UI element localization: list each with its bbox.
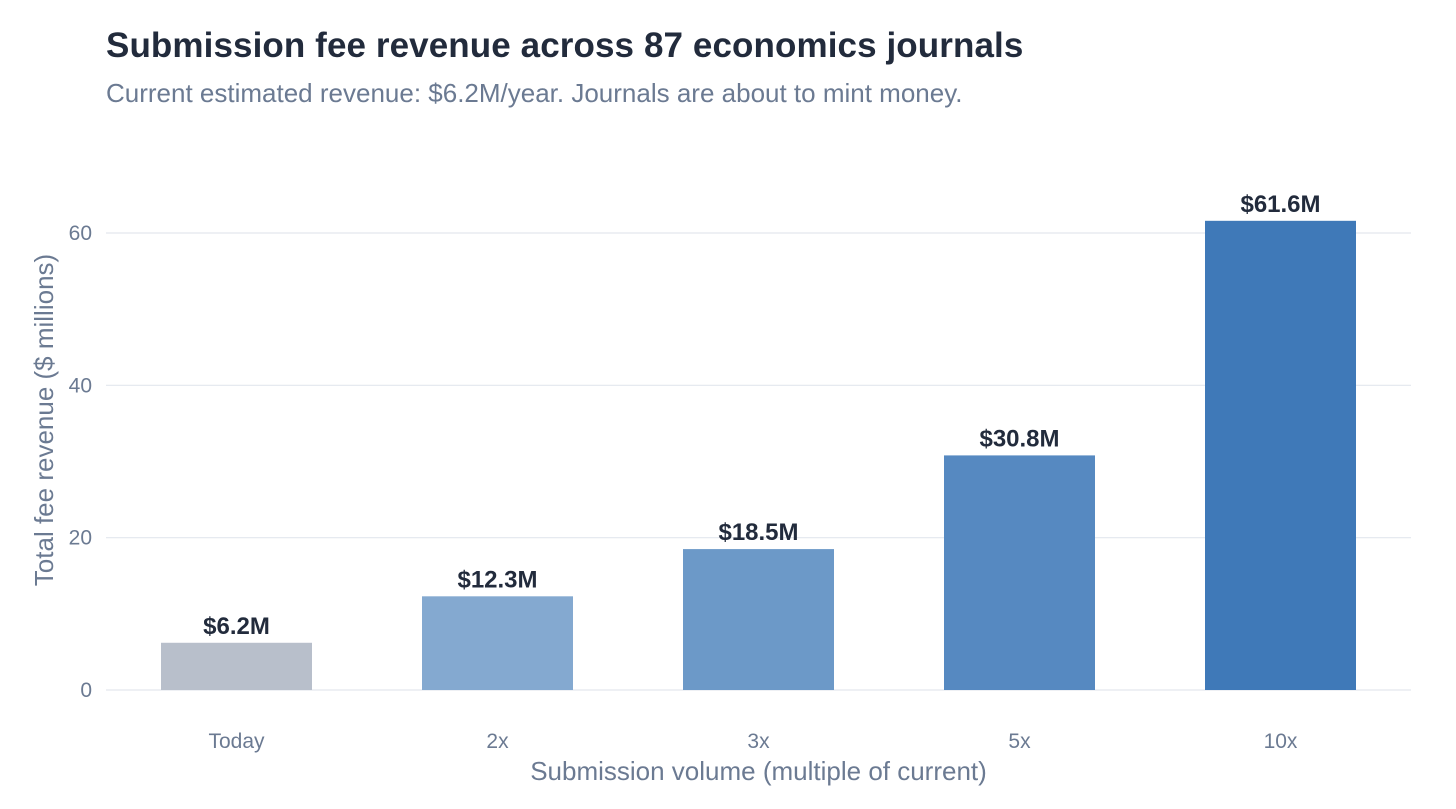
y-tick-label: 60 [69,222,92,245]
data-label: $12.3M [457,566,537,593]
x-axis-ticks: Today 2x 3x 5x 10x [208,730,1297,753]
bar-2x [422,596,573,690]
x-tick-label: Today [208,730,265,753]
bar-10x [1205,220,1356,690]
bar-5x [944,455,1095,690]
x-axis-label: Submission volume (multiple of current) [530,756,987,786]
chart-title: Submission fee revenue across 87 economi… [106,26,1024,65]
bars [161,220,1356,690]
x-tick-label: 5x [1008,730,1031,753]
data-labels: $6.2M $12.3M $18.5M $30.8M $61.6M [203,191,1320,640]
y-axis-label: Total fee revenue ($ millions) [29,254,59,586]
data-label: $6.2M [203,613,270,640]
x-tick-label: 2x [486,730,509,753]
y-tick-label: 0 [80,679,92,702]
x-tick-label: 3x [747,730,770,753]
data-label: $30.8M [979,425,1059,452]
x-tick-label: 10x [1264,730,1298,753]
bar-3x [683,549,834,690]
y-tick-label: 40 [69,374,92,397]
bar-today [161,642,312,690]
data-label: $61.6M [1240,191,1320,218]
chart-subtitle: Current estimated revenue: $6.2M/year. J… [106,78,963,108]
data-label: $18.5M [718,519,798,546]
y-tick-label: 20 [69,527,92,550]
y-axis-ticks: 0 20 40 60 [69,222,92,702]
